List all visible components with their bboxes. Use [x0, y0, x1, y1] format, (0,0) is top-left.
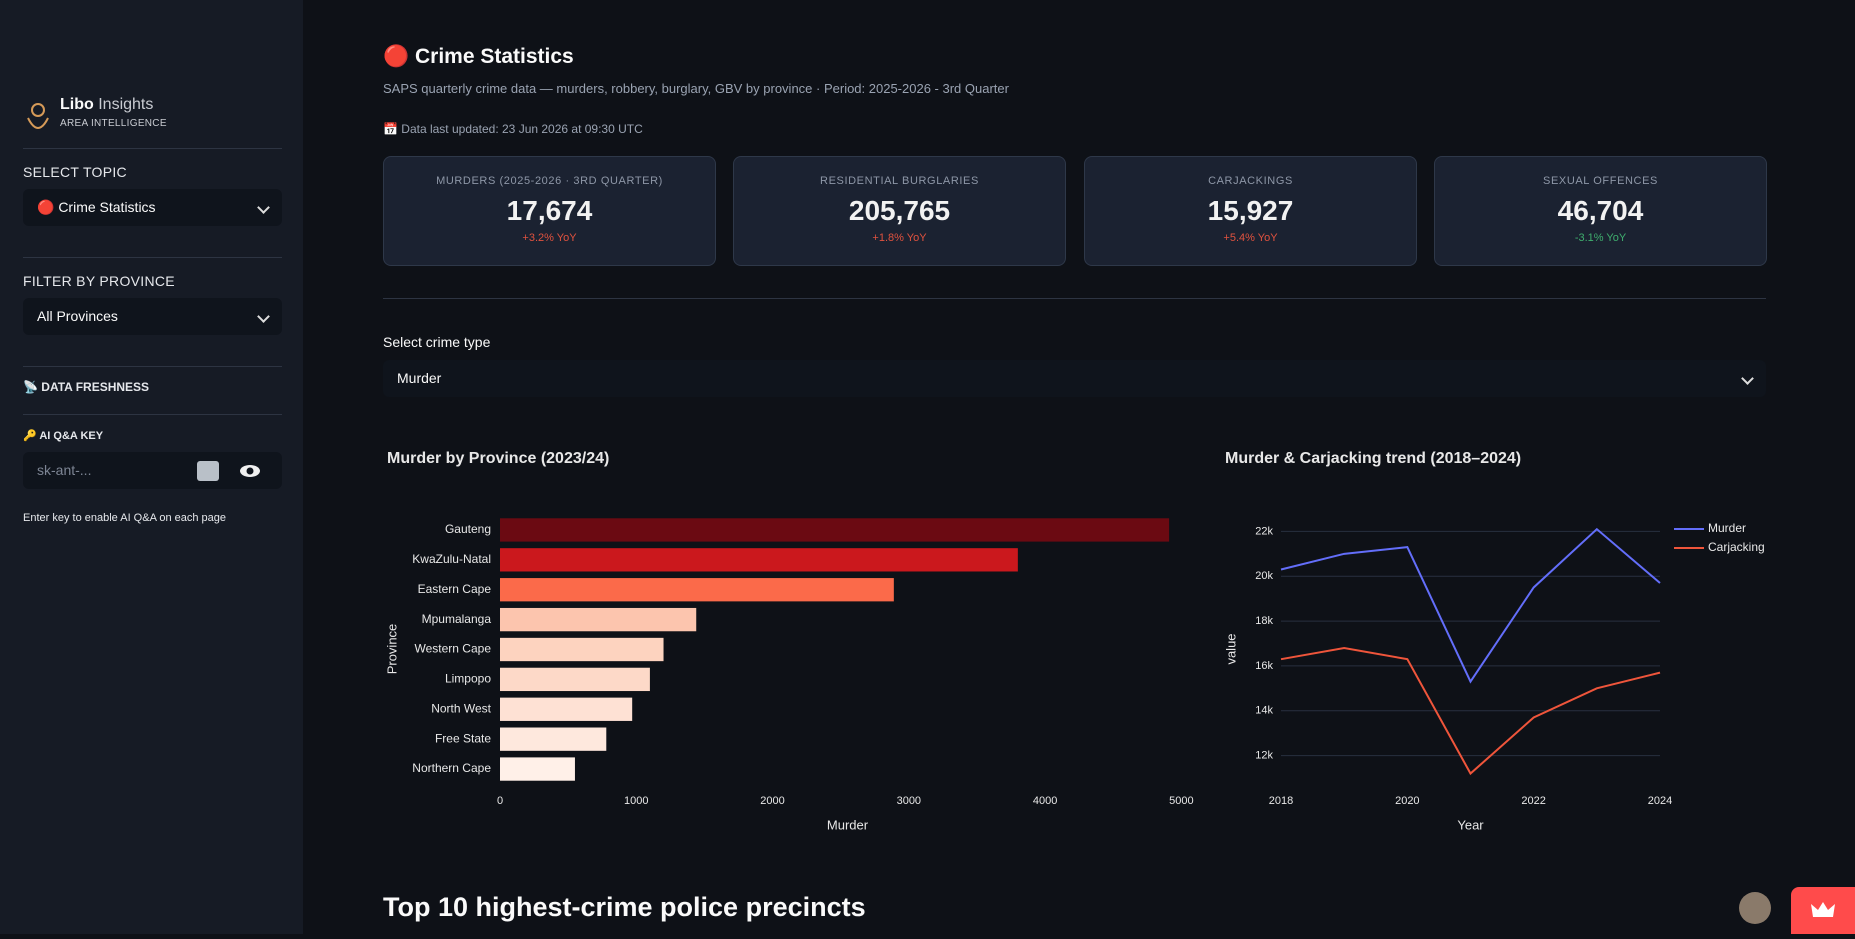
kpi-card: CARJACKINGS 15,927 +5.4% YoY	[1084, 156, 1417, 266]
bar	[500, 578, 894, 602]
kpi-card: MURDERS (2025-2026 · 3RD QUARTER) 17,674 +…	[383, 156, 716, 266]
y-axis-title: Province	[384, 624, 399, 675]
x-axis-title: Murder	[827, 817, 869, 832]
last-updated: 📅 Data last updated: 23 Jun 2026 at 09:3…	[383, 122, 643, 136]
page-title: 🔴 Crime Statistics	[383, 45, 574, 68]
kpi-delta: +3.2% YoY	[522, 232, 577, 244]
chart-title: Murder & Carjacking trend (2018–2024)	[1225, 450, 1521, 467]
kpi-label: MURDERS (2025-2026 · 3RD QUARTER)	[436, 175, 663, 187]
chart-title: Murder by Province (2023/24)	[387, 450, 609, 467]
x-tick-label: 2020	[1395, 795, 1419, 807]
key-label: 🔑 AI Q&A KEY	[23, 430, 104, 442]
topic-label: SELECT TOPIC	[23, 164, 127, 180]
crime-select-label: Select crime type	[383, 334, 491, 350]
y-tick-label: Limpopo	[445, 672, 491, 686]
brand-name: Libo	[60, 96, 94, 113]
divider	[23, 257, 282, 258]
y-tick-label: Western Cape	[415, 642, 492, 656]
y-tick-label: 20k	[1255, 570, 1273, 582]
kpi-card: RESIDENTIAL BURGLARIES 205,765 +1.8% YoY	[733, 156, 1066, 266]
kpi-delta: +5.4% YoY	[1223, 232, 1278, 244]
x-tick-label: 5000	[1169, 795, 1193, 807]
kpi-delta: +1.8% YoY	[872, 232, 927, 244]
tagline: AREA INTELLIGENCE	[60, 118, 167, 129]
x-tick-label: 2000	[760, 795, 784, 807]
x-tick-label: 1000	[624, 795, 648, 807]
key-hint: Enter key to enable AI Q&A on each page	[23, 512, 227, 524]
bar	[500, 607, 697, 632]
divider	[23, 366, 282, 367]
crime-select-value: Murder	[397, 370, 442, 386]
sidebar: Libo Insights AREA INTELLIGENCE SELECT T…	[0, 0, 303, 934]
province-select[interactable]: All Provinces	[23, 298, 282, 335]
subtitle: SAPS quarterly crime data — murders, rob…	[383, 81, 1009, 96]
bar	[500, 518, 1170, 542]
kpi-value: 15,927	[1207, 195, 1294, 226]
kpi-delta: -3.1% YoY	[1574, 232, 1627, 244]
legend-label: Murder	[1708, 521, 1746, 535]
x-tick-label: 3000	[897, 795, 921, 807]
bar	[500, 727, 607, 751]
app-badge[interactable]	[1791, 887, 1855, 934]
y-tick-label: Gauteng	[445, 522, 491, 536]
y-tick-label: 18k	[1255, 615, 1273, 627]
crown-icon	[1811, 902, 1835, 917]
divider	[383, 298, 1766, 299]
y-tick-label: 12k	[1255, 749, 1273, 761]
logo	[27, 103, 49, 129]
line-series	[1280, 527, 1661, 684]
bar	[500, 637, 664, 662]
password-manager-icon[interactable]	[197, 461, 219, 481]
topic-select[interactable]: 🔴 Crime Statistics	[23, 189, 282, 226]
y-tick-label: Free State	[435, 731, 491, 745]
brand-suffix: Insights	[98, 96, 154, 113]
y-tick-label: KwaZulu-Natal	[412, 552, 491, 566]
kpi-value: 205,765	[848, 195, 951, 226]
x-tick-label: 2022	[1521, 795, 1545, 807]
y-tick-label: North West	[431, 701, 491, 715]
bar	[500, 548, 1018, 572]
divider	[23, 148, 282, 149]
province-value: All Provinces	[37, 308, 118, 324]
kpi-value: 46,704	[1557, 195, 1644, 226]
legend-label: Carjacking	[1708, 540, 1765, 554]
bar	[500, 697, 633, 721]
kpi-value: 17,674	[506, 195, 593, 226]
key-input[interactable]: sk-ant-...	[23, 452, 282, 489]
y-tick-label: 16k	[1255, 660, 1273, 672]
kpi-label: CARJACKINGS	[1208, 175, 1293, 187]
x-tick-label: 2024	[1648, 795, 1672, 807]
show-password[interactable]	[239, 463, 261, 479]
bar	[500, 757, 575, 781]
divider	[23, 414, 282, 415]
y-tick-label: 22k	[1255, 525, 1273, 537]
key-placeholder: sk-ant-...	[37, 462, 92, 478]
brand: Libo Insights	[60, 96, 153, 114]
y-tick-label: Northern Cape	[412, 761, 491, 775]
section-title: Top 10 highest-crime police precincts	[383, 892, 866, 922]
x-tick-label: 2018	[1269, 795, 1293, 807]
y-tick-label: 14k	[1255, 705, 1273, 717]
x-tick-label: 0	[497, 795, 503, 807]
user-avatar[interactable]	[1739, 892, 1771, 924]
y-axis-title: value	[1223, 633, 1238, 664]
x-axis-title: Year	[1457, 817, 1484, 832]
bar	[500, 667, 650, 692]
kpi-label: SEXUAL OFFENCES	[1543, 175, 1658, 187]
province-label: FILTER BY PROVINCE	[23, 273, 175, 289]
line-series	[1280, 646, 1661, 776]
y-tick-label: Mpumalanga	[422, 612, 492, 626]
kpi-label: RESIDENTIAL BURGLARIES	[820, 175, 979, 187]
x-tick-label: 4000	[1033, 795, 1057, 807]
freshness-label[interactable]: 📡 DATA FRESHNESS	[23, 380, 150, 394]
y-tick-label: Eastern Cape	[418, 582, 492, 596]
topic-value: 🔴 Crime Statistics	[37, 199, 156, 215]
crime-select[interactable]: Murder	[383, 360, 1766, 397]
kpi-card: SEXUAL OFFENCES 46,704 -3.1% YoY	[1434, 156, 1767, 266]
